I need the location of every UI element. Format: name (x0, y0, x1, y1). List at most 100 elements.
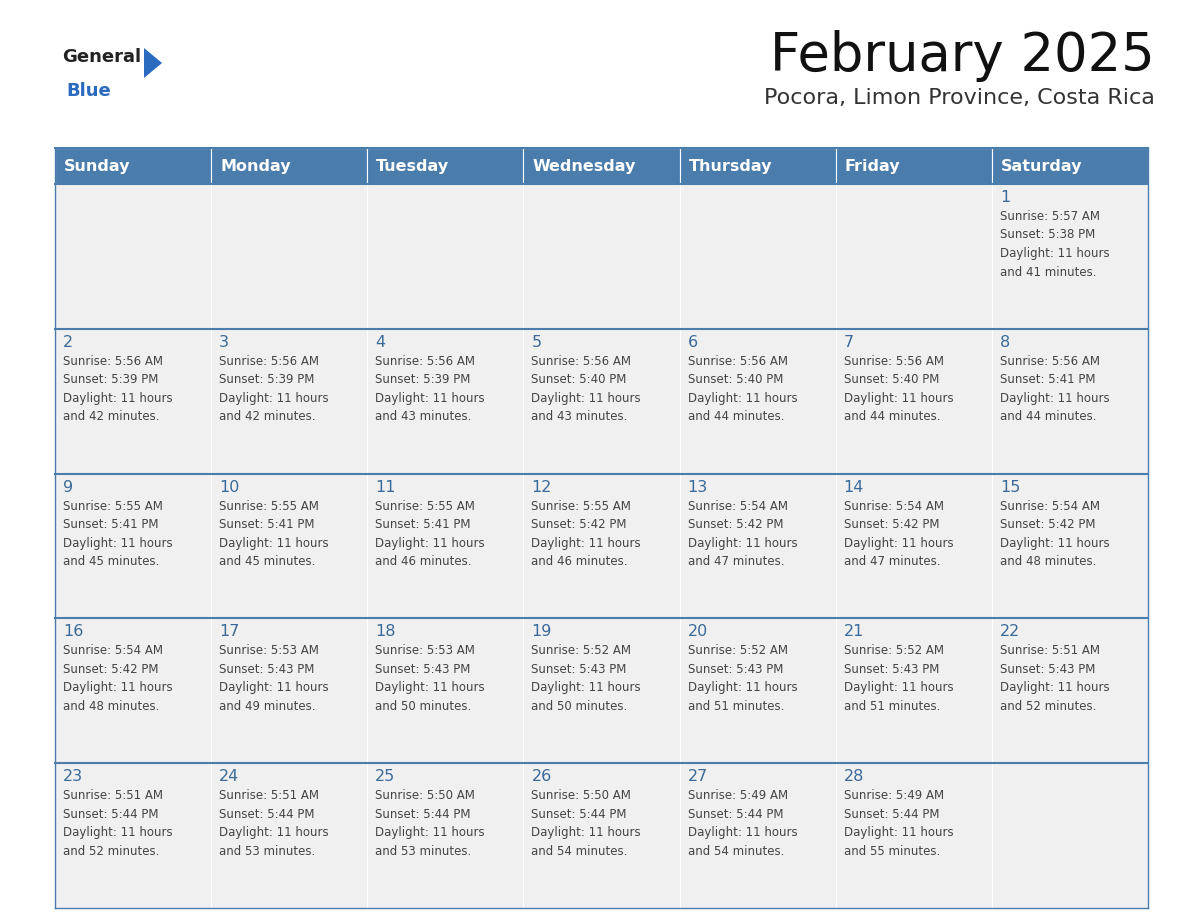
FancyBboxPatch shape (211, 329, 367, 474)
Text: 7: 7 (843, 335, 854, 350)
Text: Daylight: 11 hours: Daylight: 11 hours (843, 537, 953, 550)
Text: 12: 12 (531, 479, 551, 495)
Text: Sunrise: 5:57 AM: Sunrise: 5:57 AM (1000, 210, 1100, 223)
Text: Sunrise: 5:55 AM: Sunrise: 5:55 AM (219, 499, 320, 512)
FancyBboxPatch shape (835, 184, 992, 329)
FancyBboxPatch shape (835, 619, 992, 763)
Text: 28: 28 (843, 769, 864, 784)
FancyBboxPatch shape (680, 184, 835, 329)
Text: 10: 10 (219, 479, 240, 495)
FancyBboxPatch shape (55, 329, 211, 474)
Text: Sunset: 5:44 PM: Sunset: 5:44 PM (63, 808, 158, 821)
Text: 26: 26 (531, 769, 551, 784)
Text: and 45 minutes.: and 45 minutes. (63, 555, 159, 568)
Text: Sunset: 5:41 PM: Sunset: 5:41 PM (1000, 374, 1095, 386)
Text: 11: 11 (375, 479, 396, 495)
Text: and 43 minutes.: and 43 minutes. (531, 410, 627, 423)
Text: and 52 minutes.: and 52 minutes. (63, 845, 159, 857)
FancyBboxPatch shape (992, 474, 1148, 619)
Text: Sunset: 5:40 PM: Sunset: 5:40 PM (843, 374, 939, 386)
Text: and 52 minutes.: and 52 minutes. (1000, 700, 1097, 713)
Text: Sunset: 5:39 PM: Sunset: 5:39 PM (219, 374, 315, 386)
Text: Daylight: 11 hours: Daylight: 11 hours (375, 537, 485, 550)
Text: Daylight: 11 hours: Daylight: 11 hours (219, 537, 329, 550)
Text: Sunrise: 5:52 AM: Sunrise: 5:52 AM (843, 644, 943, 657)
Text: Sunset: 5:44 PM: Sunset: 5:44 PM (843, 808, 940, 821)
Text: Sunset: 5:38 PM: Sunset: 5:38 PM (1000, 229, 1095, 241)
Text: and 48 minutes.: and 48 minutes. (63, 700, 159, 713)
Text: Daylight: 11 hours: Daylight: 11 hours (843, 826, 953, 839)
Text: 17: 17 (219, 624, 240, 640)
Text: and 42 minutes.: and 42 minutes. (219, 410, 316, 423)
FancyBboxPatch shape (367, 184, 524, 329)
Text: 18: 18 (375, 624, 396, 640)
FancyBboxPatch shape (524, 474, 680, 619)
Text: Sunrise: 5:56 AM: Sunrise: 5:56 AM (688, 354, 788, 368)
FancyBboxPatch shape (55, 184, 211, 329)
Text: 20: 20 (688, 624, 708, 640)
Text: Sunset: 5:42 PM: Sunset: 5:42 PM (688, 518, 783, 532)
Text: and 49 minutes.: and 49 minutes. (219, 700, 316, 713)
Text: 13: 13 (688, 479, 708, 495)
Text: Daylight: 11 hours: Daylight: 11 hours (1000, 247, 1110, 260)
Text: and 47 minutes.: and 47 minutes. (688, 555, 784, 568)
Text: Daylight: 11 hours: Daylight: 11 hours (219, 826, 329, 839)
Text: Daylight: 11 hours: Daylight: 11 hours (375, 826, 485, 839)
Text: Daylight: 11 hours: Daylight: 11 hours (219, 681, 329, 694)
Text: 1: 1 (1000, 190, 1010, 205)
Text: Sunrise: 5:56 AM: Sunrise: 5:56 AM (219, 354, 320, 368)
Text: and 51 minutes.: and 51 minutes. (843, 700, 940, 713)
Text: Sunset: 5:44 PM: Sunset: 5:44 PM (688, 808, 783, 821)
FancyBboxPatch shape (680, 474, 835, 619)
Text: Sunset: 5:42 PM: Sunset: 5:42 PM (63, 663, 158, 676)
Text: 14: 14 (843, 479, 864, 495)
Text: Sunrise: 5:53 AM: Sunrise: 5:53 AM (375, 644, 475, 657)
Text: Daylight: 11 hours: Daylight: 11 hours (531, 681, 642, 694)
Text: Sunset: 5:43 PM: Sunset: 5:43 PM (219, 663, 315, 676)
Text: and 53 minutes.: and 53 minutes. (219, 845, 315, 857)
Text: Sunrise: 5:55 AM: Sunrise: 5:55 AM (63, 499, 163, 512)
Text: February 2025: February 2025 (770, 30, 1155, 82)
Text: and 54 minutes.: and 54 minutes. (531, 845, 627, 857)
Text: Sunset: 5:44 PM: Sunset: 5:44 PM (375, 808, 470, 821)
Text: 2: 2 (63, 335, 74, 350)
Text: Sunset: 5:39 PM: Sunset: 5:39 PM (375, 374, 470, 386)
FancyBboxPatch shape (680, 148, 835, 184)
FancyBboxPatch shape (367, 148, 524, 184)
Text: General: General (62, 48, 141, 66)
Text: 16: 16 (63, 624, 83, 640)
Text: Sunset: 5:41 PM: Sunset: 5:41 PM (63, 518, 158, 532)
Text: 5: 5 (531, 335, 542, 350)
Text: Sunrise: 5:53 AM: Sunrise: 5:53 AM (219, 644, 320, 657)
Text: Sunset: 5:42 PM: Sunset: 5:42 PM (531, 518, 627, 532)
Text: Sunset: 5:41 PM: Sunset: 5:41 PM (219, 518, 315, 532)
Text: Daylight: 11 hours: Daylight: 11 hours (843, 681, 953, 694)
Text: Sunrise: 5:56 AM: Sunrise: 5:56 AM (1000, 354, 1100, 368)
FancyBboxPatch shape (367, 619, 524, 763)
Text: Blue: Blue (67, 82, 110, 100)
Text: Sunset: 5:43 PM: Sunset: 5:43 PM (1000, 663, 1095, 676)
Text: Daylight: 11 hours: Daylight: 11 hours (531, 392, 642, 405)
FancyBboxPatch shape (524, 148, 680, 184)
Text: Daylight: 11 hours: Daylight: 11 hours (1000, 681, 1110, 694)
Text: Sunset: 5:43 PM: Sunset: 5:43 PM (688, 663, 783, 676)
Text: and 44 minutes.: and 44 minutes. (1000, 410, 1097, 423)
Text: and 55 minutes.: and 55 minutes. (843, 845, 940, 857)
Text: Sunset: 5:41 PM: Sunset: 5:41 PM (375, 518, 470, 532)
Text: Sunrise: 5:56 AM: Sunrise: 5:56 AM (63, 354, 163, 368)
FancyBboxPatch shape (211, 763, 367, 908)
Text: Monday: Monday (220, 159, 291, 174)
Text: 4: 4 (375, 335, 385, 350)
Text: and 43 minutes.: and 43 minutes. (375, 410, 472, 423)
FancyBboxPatch shape (367, 329, 524, 474)
Text: and 44 minutes.: and 44 minutes. (843, 410, 940, 423)
Text: Sunset: 5:43 PM: Sunset: 5:43 PM (531, 663, 627, 676)
Text: and 44 minutes.: and 44 minutes. (688, 410, 784, 423)
Text: and 47 minutes.: and 47 minutes. (843, 555, 940, 568)
Text: Sunrise: 5:51 AM: Sunrise: 5:51 AM (63, 789, 163, 802)
Text: and 45 minutes.: and 45 minutes. (219, 555, 316, 568)
Text: Daylight: 11 hours: Daylight: 11 hours (219, 392, 329, 405)
Text: Sunrise: 5:49 AM: Sunrise: 5:49 AM (688, 789, 788, 802)
Text: Sunrise: 5:50 AM: Sunrise: 5:50 AM (375, 789, 475, 802)
Text: and 46 minutes.: and 46 minutes. (531, 555, 628, 568)
